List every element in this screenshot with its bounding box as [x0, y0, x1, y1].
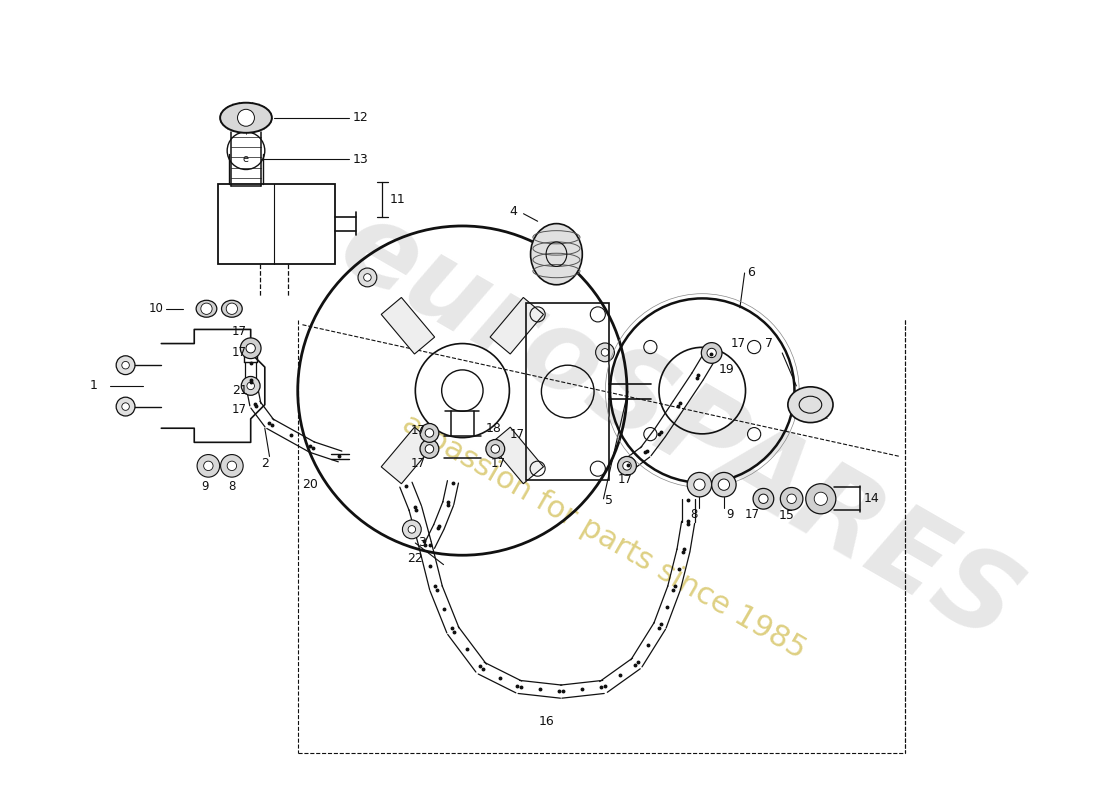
Text: 17: 17 — [410, 457, 426, 470]
Text: 17: 17 — [730, 337, 746, 350]
Text: 11: 11 — [389, 193, 406, 206]
Text: 19: 19 — [718, 363, 734, 376]
Circle shape — [814, 492, 827, 506]
Circle shape — [805, 484, 836, 514]
Circle shape — [718, 479, 729, 490]
Bar — [382, 427, 435, 484]
Text: 9: 9 — [201, 480, 208, 493]
Circle shape — [491, 445, 499, 453]
Circle shape — [122, 403, 130, 410]
Text: 14: 14 — [865, 492, 880, 506]
Text: 5: 5 — [605, 494, 614, 507]
Text: 18: 18 — [486, 422, 502, 434]
Text: 13: 13 — [352, 153, 368, 166]
Text: 7: 7 — [764, 337, 773, 350]
Bar — [526, 303, 609, 480]
Circle shape — [688, 473, 712, 497]
Circle shape — [117, 397, 135, 416]
Circle shape — [221, 454, 243, 477]
Circle shape — [228, 461, 236, 470]
Text: 6: 6 — [747, 266, 756, 279]
Text: 17: 17 — [232, 346, 246, 359]
Text: 10: 10 — [148, 302, 163, 315]
Circle shape — [240, 338, 261, 358]
Ellipse shape — [196, 300, 217, 318]
Text: euroSPARES: euroSPARES — [321, 190, 1036, 666]
Circle shape — [623, 462, 631, 470]
Circle shape — [227, 303, 238, 314]
Text: e: e — [243, 154, 249, 164]
Text: 3: 3 — [418, 537, 426, 550]
Text: 21: 21 — [232, 384, 248, 397]
Circle shape — [754, 489, 773, 509]
Text: 17: 17 — [232, 325, 246, 338]
Text: 16: 16 — [539, 715, 554, 728]
Text: 17: 17 — [491, 457, 506, 470]
Circle shape — [201, 303, 212, 314]
Bar — [491, 427, 543, 484]
Text: 22: 22 — [407, 551, 424, 565]
Text: 8: 8 — [228, 480, 235, 493]
Circle shape — [617, 457, 637, 475]
Ellipse shape — [221, 300, 242, 318]
Text: 17: 17 — [410, 424, 426, 437]
Circle shape — [712, 473, 736, 497]
Circle shape — [426, 429, 433, 437]
Text: 20: 20 — [302, 478, 318, 491]
Text: 17: 17 — [232, 403, 246, 416]
Circle shape — [403, 520, 421, 538]
Text: 12: 12 — [352, 111, 368, 124]
Circle shape — [707, 348, 716, 358]
Circle shape — [780, 487, 803, 510]
Text: a passion for parts since 1985: a passion for parts since 1985 — [397, 409, 811, 664]
Text: 4: 4 — [509, 206, 517, 218]
Text: 1: 1 — [89, 379, 97, 392]
Text: 2: 2 — [261, 457, 268, 470]
Bar — [218, 184, 336, 263]
Circle shape — [117, 356, 135, 374]
Circle shape — [786, 494, 796, 503]
Circle shape — [602, 349, 608, 356]
Text: 9: 9 — [726, 508, 734, 522]
Circle shape — [595, 343, 615, 362]
Circle shape — [358, 268, 377, 287]
Circle shape — [241, 377, 260, 395]
Ellipse shape — [220, 102, 272, 133]
Circle shape — [420, 423, 439, 442]
Circle shape — [426, 445, 433, 453]
Circle shape — [486, 439, 505, 458]
Circle shape — [759, 494, 768, 503]
Text: 8: 8 — [690, 508, 697, 522]
Bar — [382, 298, 435, 354]
Circle shape — [702, 342, 722, 363]
Circle shape — [408, 526, 416, 533]
Circle shape — [204, 461, 213, 470]
Ellipse shape — [530, 224, 582, 285]
Circle shape — [246, 382, 254, 390]
Circle shape — [246, 344, 255, 353]
Circle shape — [197, 454, 220, 477]
Circle shape — [694, 479, 705, 490]
Circle shape — [238, 110, 254, 126]
Bar — [491, 298, 543, 354]
Text: 17: 17 — [509, 428, 525, 442]
Text: 15: 15 — [779, 510, 795, 522]
Circle shape — [420, 439, 439, 458]
Circle shape — [364, 274, 371, 282]
Ellipse shape — [788, 387, 833, 422]
Text: 17: 17 — [617, 474, 632, 486]
Circle shape — [122, 362, 130, 369]
Text: 17: 17 — [745, 508, 760, 522]
